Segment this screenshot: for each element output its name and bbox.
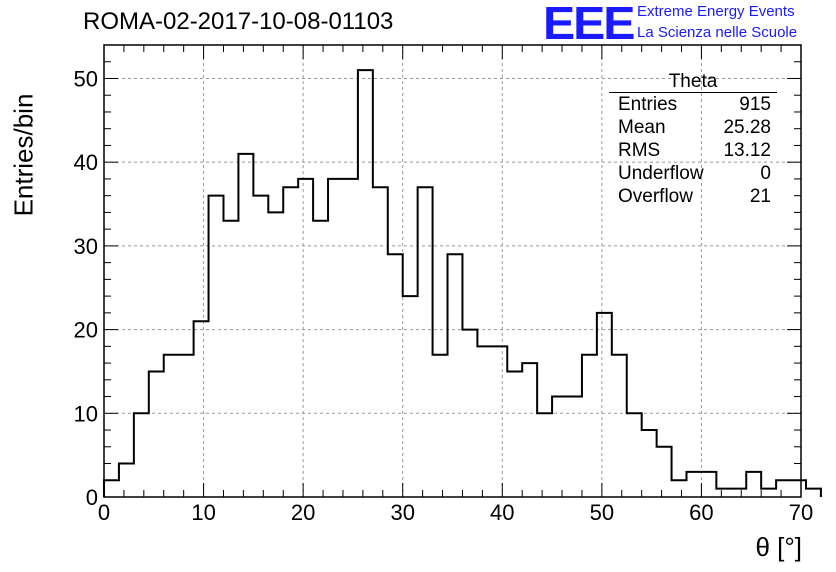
stats-row-mean: Mean 25.28 xyxy=(609,116,777,139)
y-tick-label: 20 xyxy=(74,318,98,343)
histogram-bin xyxy=(791,480,806,497)
histogram-bin xyxy=(433,355,448,497)
x-tick-label: 70 xyxy=(789,500,813,525)
histogram-bin xyxy=(686,472,701,497)
histogram-bin xyxy=(537,413,552,497)
stats-value: 13.12 xyxy=(723,140,771,161)
histogram-bin xyxy=(507,371,522,497)
histogram-bin xyxy=(298,179,313,497)
y-tick-label: 10 xyxy=(74,401,98,426)
histogram-title: ROMA-02-2017-10-08-01103 xyxy=(83,8,394,35)
x-tick-label: 20 xyxy=(291,500,315,525)
histogram-bin xyxy=(746,472,761,497)
histogram-bin xyxy=(418,187,433,497)
histogram-bin xyxy=(627,413,642,497)
x-tick-label: 10 xyxy=(191,500,215,525)
histogram-bin xyxy=(134,413,149,497)
histogram-bin xyxy=(701,472,716,497)
histogram-bin xyxy=(268,212,283,497)
stats-label: Entries xyxy=(618,94,678,115)
histogram-bin xyxy=(403,296,418,497)
y-tick-label: 40 xyxy=(74,150,98,175)
stats-value: 21 xyxy=(749,186,771,207)
stats-row-entries: Entries 915 xyxy=(609,93,777,116)
histogram-bin xyxy=(179,355,194,497)
stats-row-rms: RMS 13.12 xyxy=(609,139,777,162)
histogram-bin xyxy=(477,346,492,497)
x-tick-label: 50 xyxy=(590,500,614,525)
histogram-bin xyxy=(657,447,672,497)
histogram-bin xyxy=(358,70,373,497)
histogram-bin xyxy=(253,196,268,497)
histogram-bin xyxy=(716,489,731,497)
histogram-bin xyxy=(731,489,746,497)
histogram-bin xyxy=(552,397,567,497)
logo-line-2: La Scienza nelle Scuole xyxy=(637,24,798,41)
stats-row-overflow: Overflow 21 xyxy=(609,185,777,208)
histogram-bin xyxy=(567,397,582,497)
histogram-bin xyxy=(283,187,298,497)
histogram-bin xyxy=(582,355,597,497)
histogram-bin xyxy=(164,355,179,497)
plot-frame xyxy=(103,44,802,498)
x-tick-label: 30 xyxy=(390,500,414,525)
histogram-bin xyxy=(223,221,238,497)
stats-label: Underflow xyxy=(618,163,704,184)
histogram-bin xyxy=(806,489,821,497)
histogram-bin xyxy=(642,430,657,497)
histogram-bin xyxy=(388,254,403,497)
histogram-bin xyxy=(522,363,537,497)
stats-label: Mean xyxy=(618,117,666,138)
x-tick-label: 60 xyxy=(689,500,713,525)
histogram-bin xyxy=(776,480,791,497)
stats-row-underflow: Underflow 0 xyxy=(609,162,777,185)
histogram-bin xyxy=(313,221,328,497)
histogram-bin xyxy=(492,346,507,497)
stats-value: 0 xyxy=(760,163,771,184)
stats-label: RMS xyxy=(618,140,661,161)
histogram-bin xyxy=(209,196,224,497)
histogram-bin xyxy=(104,480,119,497)
y-tick-label: 0 xyxy=(86,485,98,510)
histogram-bin xyxy=(761,489,776,497)
x-axis-label: θ [°] xyxy=(755,532,802,562)
histogram-bin xyxy=(238,154,253,497)
stats-value: 25.28 xyxy=(723,117,771,138)
y-tick-label: 30 xyxy=(74,234,98,259)
logo-line-1: Extreme Energy Events xyxy=(637,3,795,20)
histogram-bin xyxy=(597,313,612,497)
histogram-bin xyxy=(328,179,343,497)
histogram-bin xyxy=(343,179,358,497)
stats-box: Theta Entries 915 Mean 25.28 RMS 13.12 U… xyxy=(609,71,777,208)
histogram-bin xyxy=(373,187,388,497)
histogram-bin xyxy=(612,355,627,497)
histogram-bin xyxy=(119,464,134,497)
histogram-bin xyxy=(672,480,687,497)
stats-label: Overflow xyxy=(618,186,693,207)
histogram-bin xyxy=(448,254,463,497)
stats-title: Theta xyxy=(609,71,777,93)
x-tick-label: 0 xyxy=(98,500,110,525)
y-tick-label: 50 xyxy=(74,66,98,91)
stats-value: 915 xyxy=(739,94,771,115)
histogram-series-line xyxy=(103,69,822,497)
eee-logo: EEE xyxy=(543,0,635,49)
x-tick-label: 40 xyxy=(490,500,514,525)
histogram-bin xyxy=(462,330,477,497)
histogram-bin xyxy=(194,321,209,497)
histogram-bin xyxy=(149,371,164,497)
